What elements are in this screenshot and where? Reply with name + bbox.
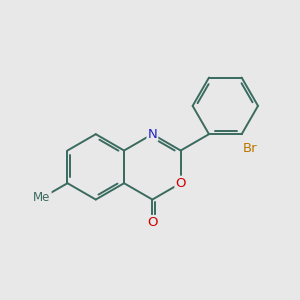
Text: O: O (147, 216, 158, 229)
Text: Me: Me (33, 191, 51, 204)
Text: O: O (176, 177, 186, 190)
Text: Br: Br (242, 142, 257, 155)
Text: N: N (148, 128, 157, 141)
